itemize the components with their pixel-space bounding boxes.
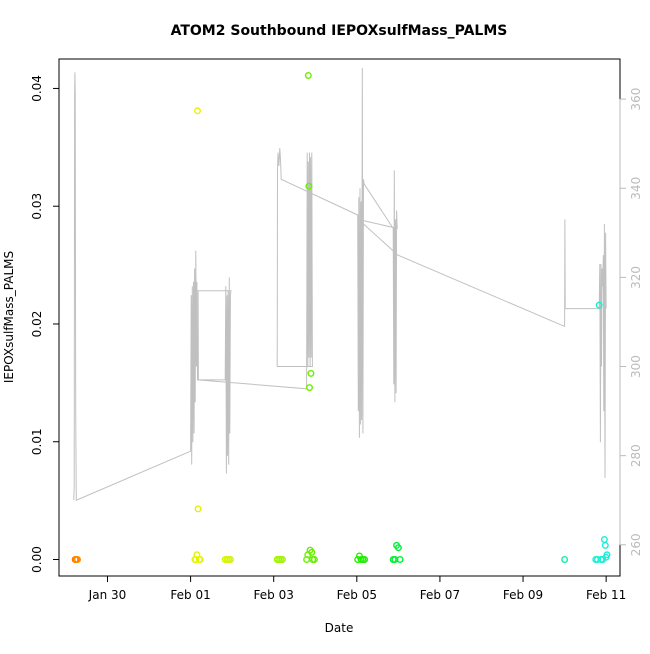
data-point — [193, 107, 201, 115]
x-tick-label: Feb 01 — [170, 588, 210, 602]
altitude-line — [73, 67, 607, 501]
x-tick-label: Feb 03 — [254, 588, 294, 602]
data-point — [595, 301, 603, 309]
axes-layer: Jan 30 Feb 01 Feb 03 Feb 05 Feb 07 Feb 09 Feb … — [30, 75, 643, 602]
data-point — [306, 384, 314, 392]
data-point — [304, 71, 312, 79]
data-point — [355, 552, 363, 560]
x-tick-label: Feb 05 — [337, 588, 377, 602]
y-tick-label: 0.03 — [30, 193, 44, 220]
data-point — [307, 369, 315, 377]
y-tick-label: 0.01 — [30, 428, 44, 455]
data-point — [305, 182, 313, 190]
x-axis-label: Date — [325, 621, 354, 635]
y-axis-label: IEPOXsulfMass_PALMS — [2, 251, 16, 383]
y2-tick-label: 260 — [629, 533, 643, 556]
chart-title: ATOM2 Southbound IEPOXsulfMass_PALMS — [171, 23, 508, 39]
x-tick-label: Feb 07 — [420, 588, 460, 602]
plot-frame — [58, 58, 621, 577]
y-tick-label: 0.00 — [30, 546, 44, 573]
y2-tick-label: 300 — [629, 355, 643, 378]
x-tick-label: Jan 30 — [88, 588, 127, 602]
x-tick-label: Feb 09 — [503, 588, 543, 602]
y2-tick-label: 280 — [629, 444, 643, 467]
data-point — [561, 556, 569, 564]
y2-tick-label: 360 — [629, 88, 643, 111]
data-point — [196, 556, 204, 564]
data-point — [194, 505, 202, 513]
data-point — [603, 551, 611, 559]
x-tick-label: Feb 11 — [586, 588, 626, 602]
data-point — [310, 556, 318, 564]
y2-tick-label: 320 — [629, 266, 643, 289]
data-point — [396, 556, 404, 564]
data-point — [73, 556, 81, 564]
data-point — [600, 536, 608, 544]
data-point — [601, 541, 609, 549]
points-layer — [71, 71, 611, 564]
altitude-line-layer — [73, 67, 607, 501]
data-point — [278, 556, 286, 564]
data-point — [394, 544, 402, 552]
y-tick-label: 0.02 — [30, 311, 44, 338]
data-point — [308, 548, 316, 556]
data-point — [361, 556, 369, 564]
y-tick-label: 0.04 — [30, 75, 44, 102]
data-point — [226, 556, 234, 564]
y2-tick-label: 340 — [629, 177, 643, 200]
